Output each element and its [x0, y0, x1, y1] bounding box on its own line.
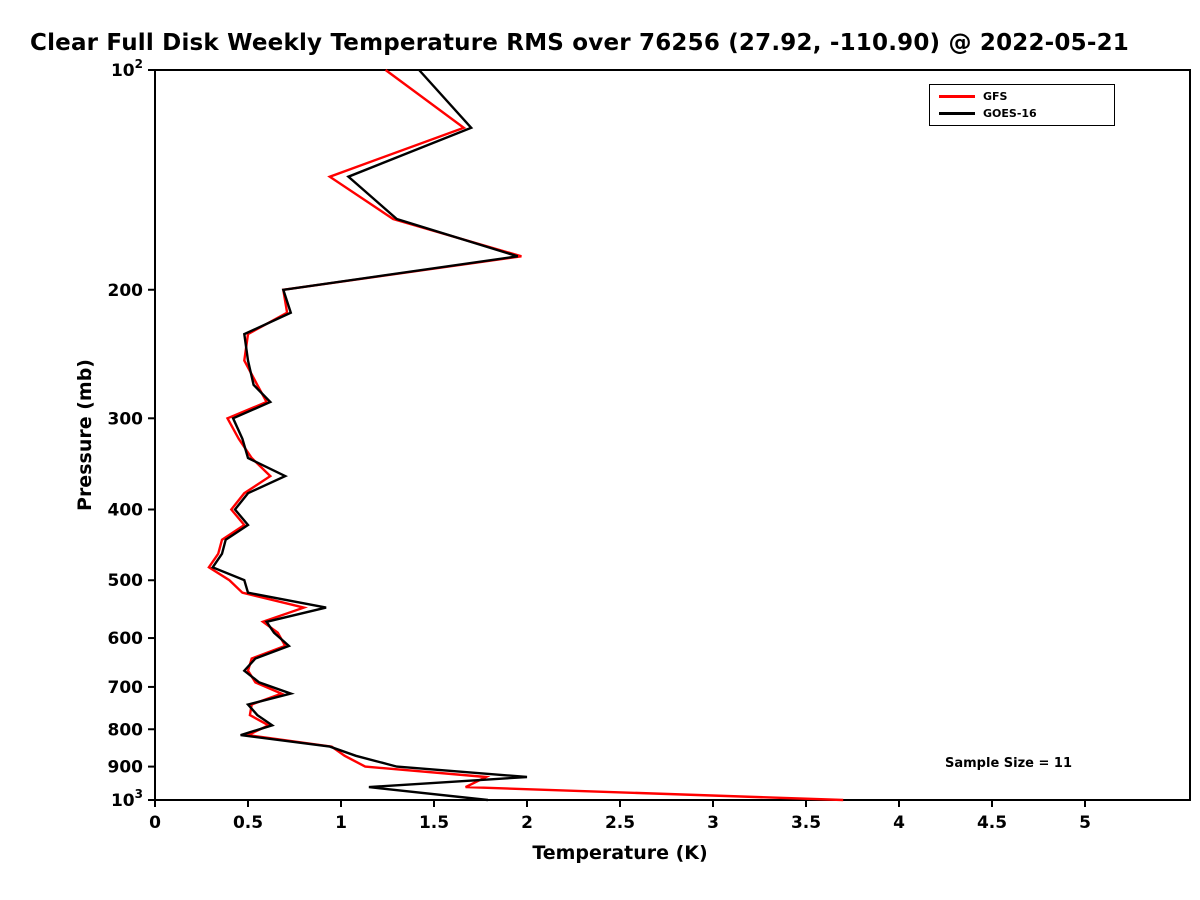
goes16-series-line [210, 69, 528, 802]
x-tick-label: 3.5 [791, 813, 821, 833]
y-tick-label: 200 [108, 281, 144, 301]
y-tick-label: 500 [108, 571, 144, 591]
legend: GFS GOES-16 [929, 84, 1115, 126]
x-tick-label: 4 [893, 813, 905, 833]
y-axis-label: Pressure (mb) [74, 359, 96, 511]
y-tick-label: 900 [108, 758, 144, 778]
y-tick-label: 400 [108, 501, 144, 521]
axes-box [154, 69, 1191, 801]
x-tick-label: 0 [149, 813, 161, 833]
y-tick-label: 700 [108, 678, 144, 698]
sample-size-annotation: Sample Size = 11 [945, 756, 1073, 771]
x-tick-label: 0.5 [233, 813, 263, 833]
y-tick-label: 102 [111, 57, 143, 81]
y-tick-label: 300 [108, 409, 144, 429]
x-tick-label: 5 [1079, 813, 1091, 833]
legend-label-gfs: GFS [983, 90, 1008, 103]
chart-title: Clear Full Disk Weekly Temperature RMS o… [30, 30, 1129, 56]
x-tick-label: 4.5 [977, 813, 1007, 833]
gfs-series-line [207, 69, 844, 802]
x-tick-label: 2 [521, 813, 533, 833]
x-tick-label: 2.5 [605, 813, 635, 833]
y-tick-label: 800 [108, 720, 144, 740]
y-tick-label: 600 [108, 629, 144, 649]
legend-label-goes16: GOES-16 [983, 107, 1037, 120]
legend-item-gfs: GFS [939, 90, 1105, 103]
legend-item-goes16: GOES-16 [939, 107, 1105, 120]
x-axis-label: Temperature (K) [532, 842, 708, 864]
goes16-line-sample [939, 112, 975, 115]
x-tick-label: 1 [335, 813, 347, 833]
y-tick-label: 103 [111, 787, 143, 811]
gfs-line-sample [939, 95, 975, 98]
x-tick-label: 3 [707, 813, 719, 833]
x-tick-label: 1.5 [419, 813, 449, 833]
